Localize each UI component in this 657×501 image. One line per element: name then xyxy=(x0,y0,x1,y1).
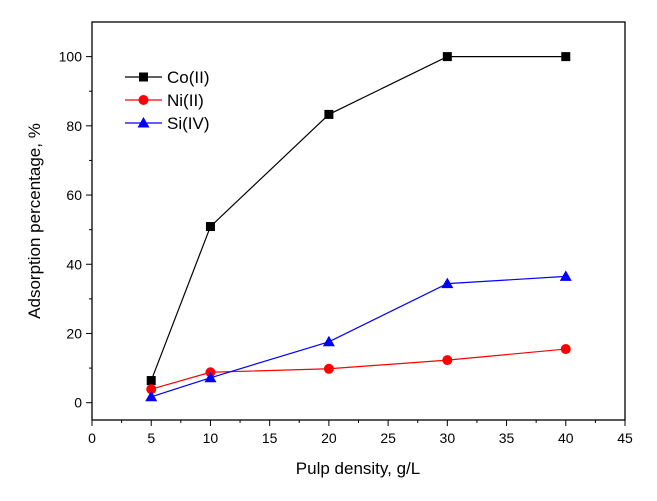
square-marker xyxy=(139,72,148,82)
y-tick-label: 20 xyxy=(66,325,82,341)
triangle-marker xyxy=(137,117,150,128)
x-tick-label: 40 xyxy=(558,430,574,446)
square-marker xyxy=(442,52,452,62)
x-tick-label: 5 xyxy=(147,430,155,446)
series-niii xyxy=(146,344,571,395)
x-tick-label: 35 xyxy=(499,430,515,446)
triangle-marker xyxy=(145,390,158,402)
x-tick-label: 20 xyxy=(321,430,337,446)
series-coii xyxy=(146,52,571,386)
triangle-marker xyxy=(441,277,454,289)
y-tick-label: 0 xyxy=(74,395,82,411)
circle-marker xyxy=(442,355,453,366)
x-tick-label: 10 xyxy=(203,430,219,446)
square-marker xyxy=(146,376,156,386)
square-marker xyxy=(561,52,571,62)
y-axis-label: Adsorption percentage, % xyxy=(25,123,44,319)
circle-marker xyxy=(146,384,157,395)
legend-label: Si(IV) xyxy=(167,114,210,133)
x-tick-label: 45 xyxy=(617,430,633,446)
triangle-marker xyxy=(322,335,335,347)
y-tick-label: 60 xyxy=(66,187,82,203)
x-tick-label: 15 xyxy=(262,430,278,446)
x-axis-label: Pulp density, g/L xyxy=(296,459,420,478)
circle-marker xyxy=(323,363,334,374)
x-tick-label: 0 xyxy=(88,430,96,446)
circle-marker xyxy=(138,95,149,105)
circle-marker xyxy=(560,344,571,355)
y-tick-label: 100 xyxy=(59,49,83,65)
x-tick-label: 25 xyxy=(380,430,396,446)
series-line xyxy=(150,56,566,381)
square-marker xyxy=(205,222,215,232)
y-tick-label: 80 xyxy=(66,118,82,134)
x-tick-label: 30 xyxy=(440,430,456,446)
legend-label: Co(II) xyxy=(167,68,210,87)
triangle-marker xyxy=(204,371,217,383)
legend-label: Ni(II) xyxy=(167,91,204,110)
triangle-marker xyxy=(559,270,572,281)
square-marker xyxy=(324,109,334,119)
y-tick-label: 40 xyxy=(66,256,82,272)
series-siiv xyxy=(145,270,572,402)
